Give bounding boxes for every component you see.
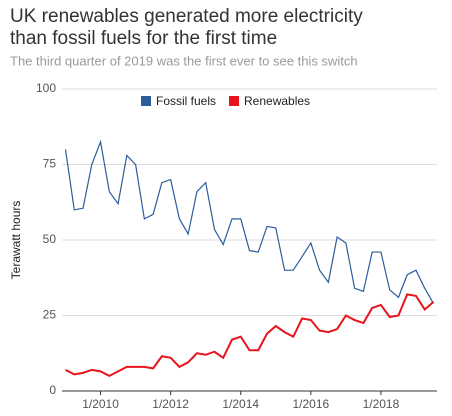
legend-swatch — [141, 96, 151, 106]
x-tick-label: 1/2018 — [363, 397, 400, 411]
x-tick-label: 1/2010 — [82, 397, 119, 411]
y-axis-label: Terawatt hours — [9, 201, 23, 280]
y-tick-label: 25 — [43, 308, 57, 322]
series-line — [64, 139, 435, 304]
x-tick-label: 1/2014 — [222, 397, 259, 411]
x-tick-label: 1/2012 — [152, 397, 189, 411]
y-tick-label: 100 — [36, 81, 56, 95]
x-tick-label: 1/2016 — [292, 397, 329, 411]
series-line — [65, 293, 435, 378]
legend-label: Renewables — [244, 94, 310, 108]
chart-title: UK renewables generated more electricity… — [10, 6, 363, 49]
y-tick-label: 50 — [43, 232, 57, 246]
legend-label: Fossil fuels — [156, 94, 216, 108]
y-tick-label: 0 — [49, 383, 56, 397]
legend-swatch — [229, 96, 239, 106]
y-tick-label: 75 — [43, 157, 57, 171]
chart-subtitle: The third quarter of 2019 was the first … — [10, 53, 358, 68]
